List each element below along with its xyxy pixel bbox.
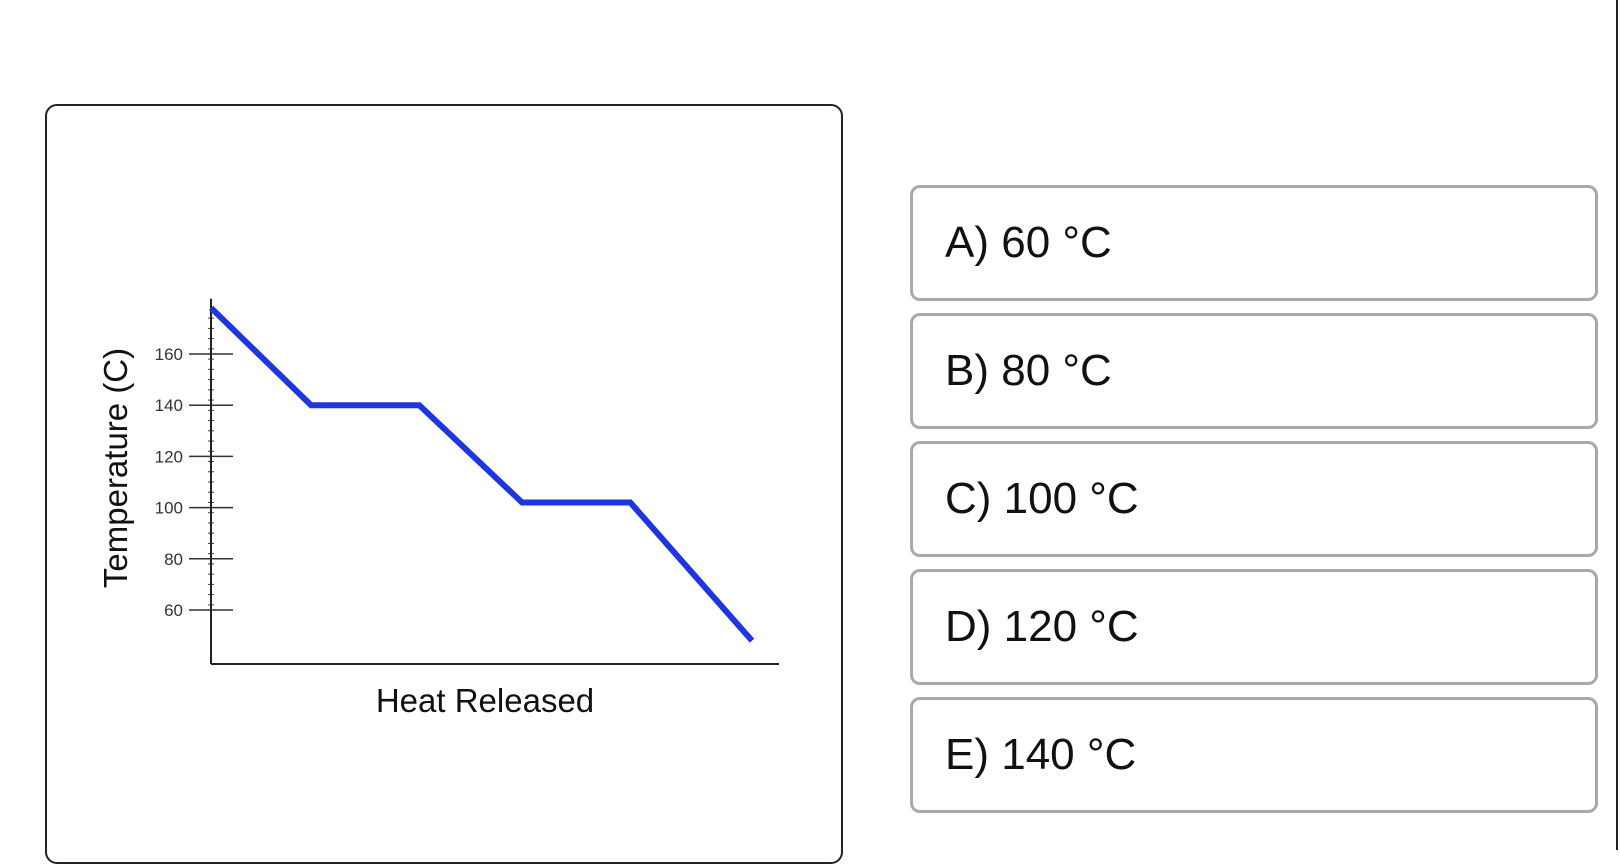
- temperature-chart: 60 80 100 120 140 160 Heat Released Temperatu…: [97, 298, 779, 719]
- series-line: [208, 305, 755, 643]
- answer-option-e[interactable]: E) 140 °C: [910, 697, 1598, 813]
- y-tick-label: 100: [155, 499, 183, 518]
- y-tick-label: 160: [155, 345, 183, 364]
- y-axis-title: Temperature (C): [97, 348, 134, 588]
- right-edge-divider: [1616, 0, 1618, 850]
- answer-option-d[interactable]: D) 120 °C: [910, 569, 1598, 685]
- answer-options: A) 60 °C B) 80 °C C) 100 °C D) 120 °C E)…: [910, 185, 1598, 825]
- answer-option-a[interactable]: A) 60 °C: [910, 185, 1598, 301]
- y-tick-label: 140: [155, 396, 183, 415]
- answer-option-c[interactable]: C) 100 °C: [910, 441, 1598, 557]
- chart-card: 60 80 100 120 140 160 Heat Released Temperatu…: [45, 104, 843, 864]
- y-tick-label: 60: [164, 601, 183, 620]
- y-tick-label: 120: [155, 447, 183, 466]
- y-tick-label: 80: [164, 550, 183, 569]
- y-axis-ticks: 60 80 100 120 140 160: [155, 317, 233, 620]
- answer-option-b[interactable]: B) 80 °C: [910, 313, 1598, 429]
- x-axis-title: Heat Released: [376, 682, 594, 719]
